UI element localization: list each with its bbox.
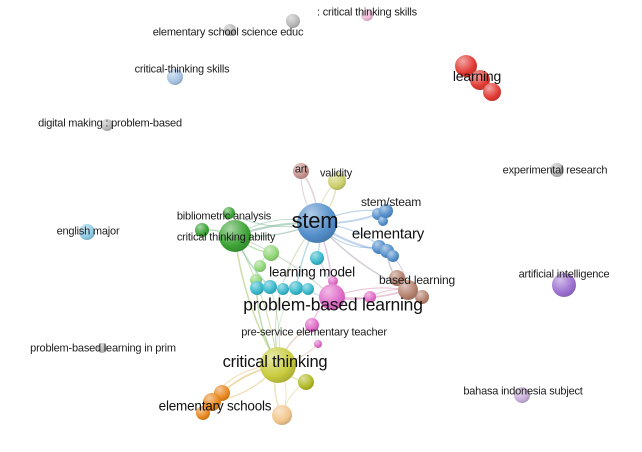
label-learning-model[interactable]: learning model [269,264,355,280]
label-digital-making[interactable]: digital making : problem-based [38,117,182,130]
node-ai[interactable] [552,273,576,297]
node-cyan-top[interactable] [310,251,324,265]
node-pink-t[interactable] [328,276,338,286]
node-pbl-prim[interactable] [97,343,107,353]
label-pbl[interactable]: problem-based learning [243,294,423,315]
node-stem[interactable] [297,203,337,243]
node-ct-skills-colon[interactable] [286,14,300,28]
node-tan[interactable] [272,405,292,425]
label-elem-schools[interactable]: elementary schools [158,398,272,414]
label-validity[interactable]: validity [319,167,353,180]
label-stem[interactable]: stem [291,208,339,233]
label-english-major[interactable]: english major [56,225,120,238]
label-ai[interactable]: artificial intelligence [518,268,610,281]
node-pink-top[interactable] [361,9,373,21]
node-lm5[interactable] [302,283,314,295]
node-lm1[interactable] [250,281,264,295]
label-ct-skills[interactable]: critical-thinking skills [134,63,230,76]
node-art[interactable] [293,163,309,179]
node-pink-big[interactable] [319,284,345,310]
label-stem-steam[interactable]: stem/steam [360,195,422,209]
label-biblio[interactable]: bibliometric analysis [176,210,272,223]
label-pbl-prim[interactable]: problem-based learning in prim [30,342,176,355]
node-lg2[interactable] [254,260,266,272]
node-english-major[interactable] [79,224,95,240]
label-elem-school-sci[interactable]: elementary school science educ [152,26,304,39]
node-lg1[interactable] [263,245,279,261]
node-ss2[interactable] [379,204,393,218]
node-elem3[interactable] [387,250,399,262]
label-ct-ability[interactable]: critical thinking ability [176,231,276,244]
node-bahasa[interactable] [514,387,530,403]
node-orange2[interactable] [203,393,221,411]
node-digital-making[interactable] [101,119,113,131]
label-learning[interactable]: learning [452,68,502,84]
node-ct-skills[interactable] [167,69,183,85]
label-elementary[interactable]: elementary [351,225,425,243]
label-bahasa[interactable]: bahasa indonesia subject [463,385,583,398]
node-green-big[interactable] [219,220,251,252]
node-pink-bb[interactable] [314,340,322,348]
node-learning-3[interactable] [483,83,501,101]
node-ct-big[interactable] [260,347,296,383]
label-pre-service[interactable]: pre-service elementary teacher [241,326,387,339]
node-elem-school-sci[interactable] [224,24,236,36]
node-learning-1[interactable] [455,55,477,77]
node-pink-r[interactable] [364,291,376,303]
node-brown2[interactable] [398,280,418,300]
node-lm4[interactable] [289,281,303,295]
node-exp-research[interactable] [550,163,564,177]
node-lm3[interactable] [277,283,289,295]
node-pink-b[interactable] [305,318,319,332]
label-art[interactable]: art [294,163,308,176]
node-olive[interactable] [298,374,314,390]
label-exp-research[interactable]: experimental research [502,164,608,177]
node-green-t[interactable] [223,207,235,219]
node-ss3[interactable] [378,216,388,226]
node-validity[interactable] [328,172,346,190]
label-ct-skills-colon[interactable]: : critical thinking skills [317,6,417,19]
label-critical-thinking[interactable]: critical thinking [222,352,328,371]
node-lm2[interactable] [263,280,277,294]
label-based-learning[interactable]: based learning [379,273,455,287]
node-brown3[interactable] [415,290,429,304]
node-green-l[interactable] [195,223,209,237]
